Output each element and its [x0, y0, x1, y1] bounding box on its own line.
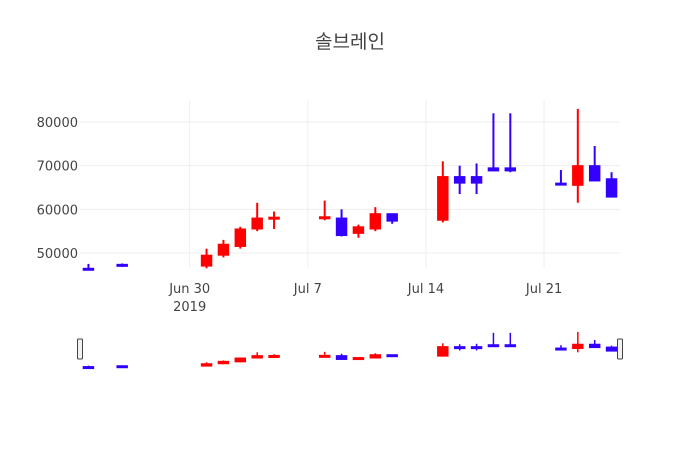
candle: [318, 200, 331, 221]
x-tick-year-label: 2019: [173, 300, 206, 315]
range-slider-candle: [116, 365, 128, 369]
candle: [605, 172, 618, 198]
chart-title: 솔브레인: [315, 31, 385, 53]
candle: [588, 146, 601, 182]
candle: [217, 239, 230, 258]
y-tick-label: 80000: [37, 116, 78, 131]
range-slider-candle: [200, 362, 213, 367]
range-slider-candle: [605, 345, 618, 352]
candle: [234, 226, 247, 249]
candle: [251, 202, 263, 232]
range-slider-candle: [352, 357, 365, 361]
x-tick-label: Jul 7: [293, 282, 322, 297]
axis-ticks: 50000 60000 70000 80000 Jun 30 2019 Jul 7 Jul 1…: [37, 116, 563, 315]
candle: [352, 224, 365, 238]
range-slider-right-handle[interactable]: [617, 338, 623, 360]
x-tick-label: Jul 21: [525, 282, 562, 297]
range-slider-candle: [555, 345, 567, 351]
candle: [82, 263, 95, 271]
candle: [555, 170, 567, 186]
grid: [80, 100, 620, 268]
candle: [572, 108, 584, 203]
range-slider-candle: [453, 344, 466, 351]
range-slider-candle: [318, 351, 331, 358]
range-slider-candle: [386, 354, 398, 358]
range-slider-candle: [335, 353, 348, 360]
range-slider-candle: [234, 357, 247, 363]
range-slider-left-handle[interactable]: [77, 338, 83, 360]
range-slider-candle: [82, 365, 95, 370]
range-slider-candle: [504, 332, 517, 348]
candle: [453, 165, 466, 195]
x-tick-label: Jun 30: [168, 282, 210, 297]
y-tick-label: 60000: [37, 203, 78, 218]
candle: [386, 213, 398, 224]
candle: [369, 207, 382, 232]
x-tick-label: Jul 14: [407, 282, 444, 297]
range-slider-candle: [572, 331, 584, 353]
range-slider-background: [80, 330, 620, 368]
candle: [200, 248, 213, 269]
range-slider-candle: [437, 343, 449, 357]
candle: [116, 263, 128, 267]
range-slider[interactable]: [77, 330, 623, 370]
range-slider-candle: [217, 360, 230, 365]
candle: [504, 113, 517, 173]
range-slider-candle: [588, 339, 601, 349]
range-slider-candle: [470, 343, 483, 351]
candles: [82, 108, 618, 271]
y-tick-label: 50000: [37, 247, 78, 262]
candle: [470, 163, 483, 195]
range-slider-candle: [369, 353, 382, 359]
range-slider-candle: [487, 332, 500, 348]
candle: [268, 211, 280, 229]
y-tick-label: 70000: [37, 160, 78, 175]
range-slider-candle: [251, 352, 263, 359]
candle: [487, 113, 500, 172]
candle: [335, 209, 348, 237]
range-slider-candle: [268, 354, 280, 359]
candle: [437, 161, 449, 223]
